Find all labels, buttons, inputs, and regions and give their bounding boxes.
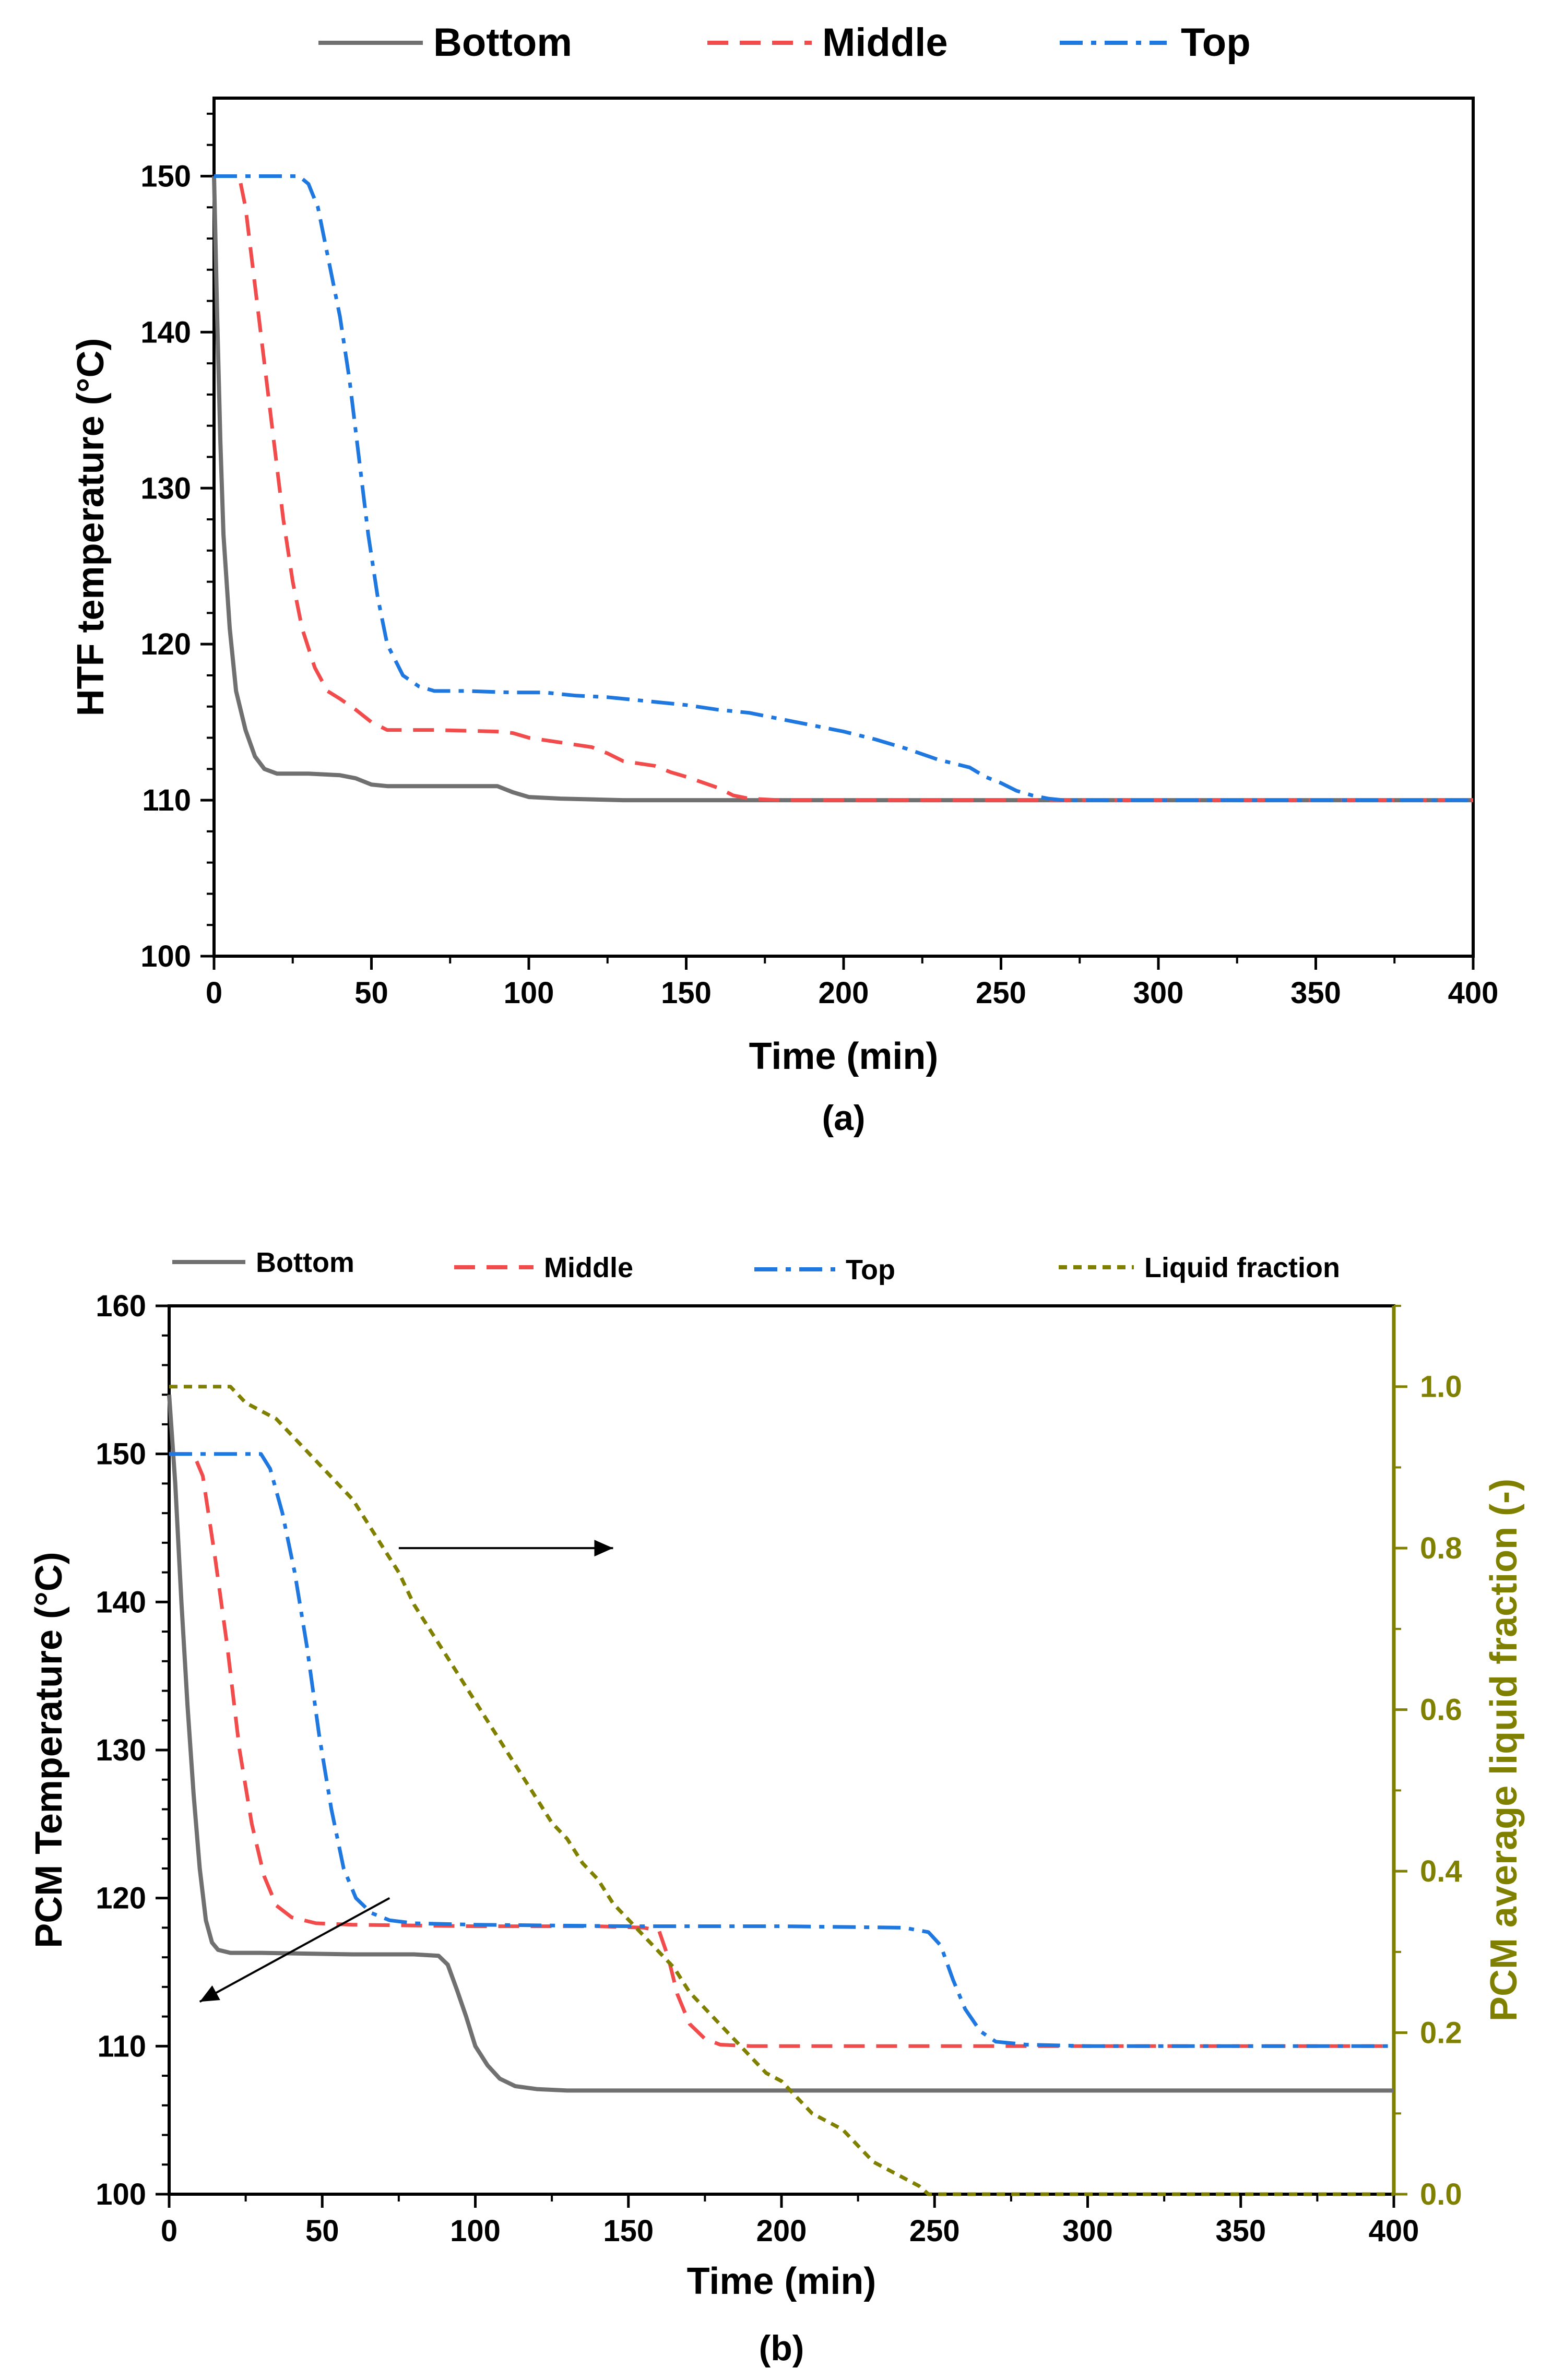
series-line-bottom [212,176,1473,803]
series-line-bottom [167,1394,1394,2093]
series-line-middle [169,1452,1394,2048]
x-tick-label: 0 [206,976,222,1010]
series-line-middle [214,174,1473,802]
x-tick-label: 50 [354,976,388,1010]
y-tick-label: 130 [96,1733,146,1767]
x-axis-ticks-b: 0 50 100 150 200 250 300 350 400 [161,2194,1419,2248]
legend-a-top-label: Top [1181,20,1251,65]
x-tick-label: 0 [161,2214,177,2248]
caption-a: (a) [822,1098,865,1138]
y-tick-label: 120 [96,1882,146,1915]
x-tick-label: 300 [1062,2214,1113,2248]
series-line-top [214,174,1473,802]
y-axis-right-label-b: PCM average liquid fraction (-) [1483,1479,1525,2021]
x-axis-label-b: Time (min) [687,2260,876,2302]
y2-tick-label: 0.0 [1420,2177,1462,2211]
y-tick-label: 110 [97,2029,146,2063]
x-tick-label: 200 [756,2214,807,2248]
panel-b: Bottom Middle Top Liquid fraction 0 50 100… [28,1247,1525,2368]
y-tick-label: 140 [140,315,191,349]
y2-tick-label: 1.0 [1420,1370,1462,1404]
legend-b-bottom-label: Bottom [256,1247,354,1278]
x-tick-label: 400 [1369,2214,1419,2248]
x-tick-label: 400 [1448,976,1499,1010]
y-tick-label: 130 [140,471,191,505]
legend-a: Bottom Middle Top [318,20,1251,65]
y-tick-label: 150 [140,159,191,193]
y-axis-label-b: PCM Temperature (°C) [28,1552,70,1948]
panel-a: Bottom Middle Top 0 50 100 150 200 250 300 350 4… [70,20,1498,1138]
y2-tick-label: 0.2 [1420,2016,1462,2050]
y-tick-label: 160 [96,1289,146,1323]
arrow-to-left-axis [199,1897,390,2003]
y-tick-label: 100 [140,939,191,973]
legend-a-bottom-label: Bottom [433,20,572,65]
y-tick-label: 120 [140,627,191,661]
x-tick-label: 100 [504,976,554,1010]
y-axis-label-a: HTF temperature (°C) [70,338,112,717]
y2-tick-label: 0.8 [1420,1531,1462,1565]
y-tick-label: 100 [96,2177,146,2211]
x-tick-label: 250 [976,976,1026,1010]
x-tick-label: 100 [450,2214,501,2248]
x-axis-label-a: Time (min) [749,1036,939,1077]
x-tick-label: 150 [661,976,712,1010]
y2-tick-label: 0.4 [1420,1854,1462,1888]
series-line-liquid [169,1385,1394,2196]
y-tick-label: 150 [96,1437,146,1471]
x-tick-label: 250 [909,2214,960,2248]
x-tick-label: 350 [1290,976,1341,1010]
annotations-b [199,1540,613,2003]
y-axis-right-ticks-b: 0.0 0.2 0.4 0.6 0.8 1.0 [1392,1305,1462,2211]
x-tick-label: 350 [1215,2214,1266,2248]
x-tick-label: 300 [1133,976,1184,1010]
series-group-a [212,174,1473,803]
y-tick-label: 140 [96,1585,146,1619]
y-tick-label: 110 [142,783,191,817]
x-tick-label: 50 [305,2214,339,2248]
series-line-top [169,1452,1394,2048]
legend-a-middle-label: Middle [822,20,948,65]
x-axis-ticks-a: 0 50 100 150 200 250 300 350 400 [206,956,1499,1010]
legend-b-top-label: Top [846,1254,895,1286]
y-axis-left-ticks-b: 100 110 120 130 140 150 160 [96,1289,169,2211]
legend-b: Bottom Middle Top Liquid fraction [172,1247,1340,1286]
x-tick-label: 200 [819,976,869,1010]
series-group-b [167,1385,1394,2196]
legend-b-liquid-label: Liquid fraction [1144,1252,1340,1283]
legend-b-middle-label: Middle [544,1252,633,1283]
y2-tick-label: 0.6 [1420,1693,1462,1727]
x-tick-label: 150 [603,2214,654,2248]
y-axis-ticks-a: 100 110 120 130 140 150 [140,112,214,973]
caption-b: (b) [759,2328,804,2368]
